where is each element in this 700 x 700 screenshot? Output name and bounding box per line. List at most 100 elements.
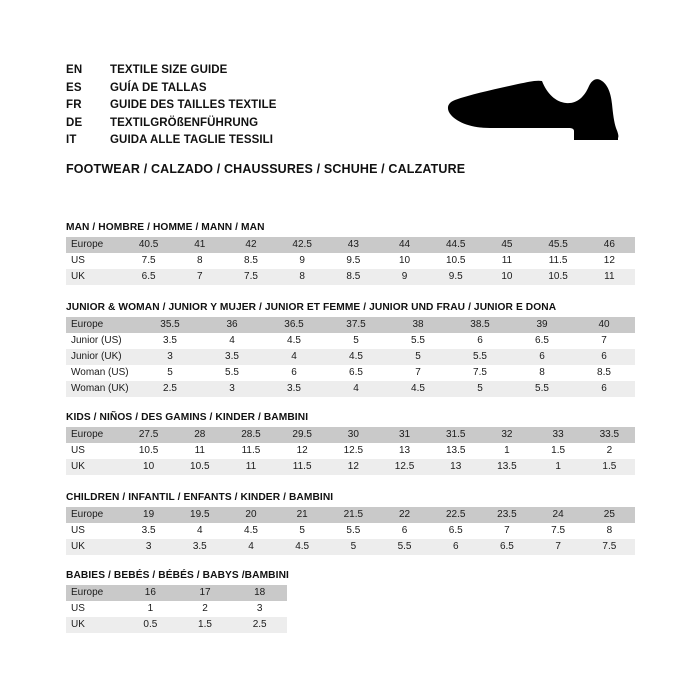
size-cell: 6.5 <box>325 365 387 381</box>
size-cell: 5.5 <box>201 365 263 381</box>
language-row: FR GUIDE DES TAILLES TEXTILE <box>66 99 486 117</box>
language-title: TEXTILE SIZE GUIDE <box>110 64 228 76</box>
column-header-cell: 36.5 <box>263 317 325 333</box>
column-header-cell: 45.5 <box>532 237 584 253</box>
size-cell: 5.5 <box>387 333 449 349</box>
column-header-cell: 17 <box>177 585 233 601</box>
size-cell: 0.5 <box>123 617 178 633</box>
size-cell: 7.5 <box>225 269 277 285</box>
size-cell: 5.5 <box>327 523 379 539</box>
size-cell: 6 <box>573 349 635 365</box>
row-label: US <box>66 443 123 459</box>
column-header-cell: 24 <box>532 507 584 523</box>
column-header-cell: 35.5 <box>139 317 201 333</box>
column-header-cell: 45 <box>481 237 533 253</box>
size-cell: 9.5 <box>327 253 379 269</box>
size-cell: 7.5 <box>123 253 175 269</box>
language-title: GUÍA DE TALLAS <box>110 81 207 94</box>
size-section-kids: KIDS / NIÑOS / DES GAMINS / KINDER / BAM… <box>66 412 635 475</box>
size-cell: 1 <box>481 443 533 459</box>
size-cell: 9 <box>276 253 328 269</box>
size-cell: 4 <box>174 523 226 539</box>
size-cell: 4.5 <box>276 539 328 555</box>
size-cell: 12 <box>276 443 328 459</box>
size-cell: 4.5 <box>225 523 277 539</box>
size-cell: 6 <box>378 523 431 539</box>
size-cell: 13.5 <box>430 443 482 459</box>
size-cell: 6 <box>430 539 482 555</box>
row-label: Europe <box>66 507 123 523</box>
column-header-cell: 46 <box>583 237 635 253</box>
size-cell: 1.5 <box>532 443 584 459</box>
size-cell: 7 <box>387 365 449 381</box>
size-cell: 7 <box>532 539 584 555</box>
section-title: KIDS / NIÑOS / DES GAMINS / KINDER / BAM… <box>66 412 309 423</box>
size-cell: 6.5 <box>511 333 573 349</box>
column-header-cell: 41 <box>174 237 226 253</box>
section-title: MAN / HOMBRE / HOMME / MANN / MAN <box>66 222 265 233</box>
column-header-cell: 32 <box>481 427 533 443</box>
size-section-junior-woman: JUNIOR & WOMAN / JUNIOR Y MUJER / JUNIOR… <box>66 302 635 397</box>
size-cell: 4 <box>325 381 387 397</box>
size-cell: 10.5 <box>174 459 226 475</box>
row-label: Junior (UK) <box>66 349 139 365</box>
column-header-cell: 28 <box>174 427 226 443</box>
language-code: FR <box>66 99 82 111</box>
row-label: UK <box>66 269 123 285</box>
row-label: US <box>66 253 123 269</box>
column-header-cell: 22.5 <box>430 507 482 523</box>
size-cell: 7.5 <box>583 539 635 555</box>
size-cell: 5 <box>449 381 511 397</box>
size-cell: 8.5 <box>327 269 379 285</box>
size-cell: 4 <box>225 539 277 555</box>
table-row: US 7.5 8 8.5 9 9.5 10 10.5 11 11.5 12 <box>66 253 635 269</box>
column-header-cell: 30 <box>327 427 379 443</box>
table-row: Junior (UK) 3 3.5 4 4.5 5 5.5 6 6 <box>66 349 635 365</box>
size-cell: 10.5 <box>430 253 482 269</box>
size-cell: 4 <box>201 333 263 349</box>
size-cell: 3.5 <box>123 523 175 539</box>
size-cell: 13.5 <box>481 459 533 475</box>
size-cell: 5 <box>387 349 449 365</box>
column-header-cell: 40.5 <box>123 237 175 253</box>
size-cell: 7 <box>481 523 533 539</box>
size-cell: 2.5 <box>139 381 201 397</box>
size-cell: 3 <box>123 539 175 555</box>
row-label: Woman (UK) <box>66 381 139 397</box>
table-header-row: Europe 19 19.5 20 21 21.5 22 22.5 23.5 24 25 <box>66 507 635 523</box>
size-cell: 8.5 <box>573 365 635 381</box>
table-row: UK 3 3.5 4 4.5 5 5.5 6 6.5 7 7.5 <box>66 539 635 555</box>
size-cell: 3.5 <box>174 539 226 555</box>
column-header-cell: 31 <box>378 427 431 443</box>
size-cell: 4.5 <box>325 349 387 365</box>
size-cell: 13 <box>378 443 431 459</box>
size-cell: 4.5 <box>387 381 449 397</box>
language-title: TEXTILGRÖßENFÜHRUNG <box>110 116 259 129</box>
language-code: ES <box>66 81 82 94</box>
column-header-cell: 44.5 <box>430 237 482 253</box>
table-row: UK 10 10.5 11 11.5 12 12.5 13 13.5 1 1.5 <box>66 459 635 475</box>
size-cell: 10.5 <box>532 269 584 285</box>
size-cell: 5.5 <box>378 539 431 555</box>
column-header-cell: 21.5 <box>327 507 379 523</box>
size-section-children: CHILDREN / INFANTIL / ENFANTS / KINDER /… <box>66 492 635 555</box>
table-row: Woman (US) 5 5.5 6 6.5 7 7.5 8 8.5 <box>66 365 635 381</box>
size-cell: 3.5 <box>201 349 263 365</box>
size-section-babies: BABIES / BEBÉS / BÉBÉS / BABYS /BAMBINI E… <box>66 570 289 633</box>
table-header-row: Europe 16 17 18 <box>66 585 287 601</box>
size-cell: 11 <box>583 269 635 285</box>
size-cell: 10.5 <box>123 443 175 459</box>
size-cell: 6 <box>263 365 325 381</box>
size-cell: 12.5 <box>378 459 431 475</box>
size-cell: 2.5 <box>232 617 287 633</box>
column-header-cell: 43 <box>327 237 379 253</box>
section-title: BABIES / BEBÉS / BÉBÉS / BABYS /BAMBINI <box>66 570 289 581</box>
column-header-cell: 18 <box>232 585 287 601</box>
table-row: UK 0.5 1.5 2.5 <box>66 617 287 633</box>
column-header-cell: 40 <box>573 317 635 333</box>
size-cell: 11.5 <box>276 459 328 475</box>
size-cell: 5.5 <box>449 349 511 365</box>
size-table-babies: Europe 16 17 18 US 1 2 3 UK 0.5 1.5 2.5 <box>66 585 287 633</box>
size-cell: 10 <box>378 253 431 269</box>
